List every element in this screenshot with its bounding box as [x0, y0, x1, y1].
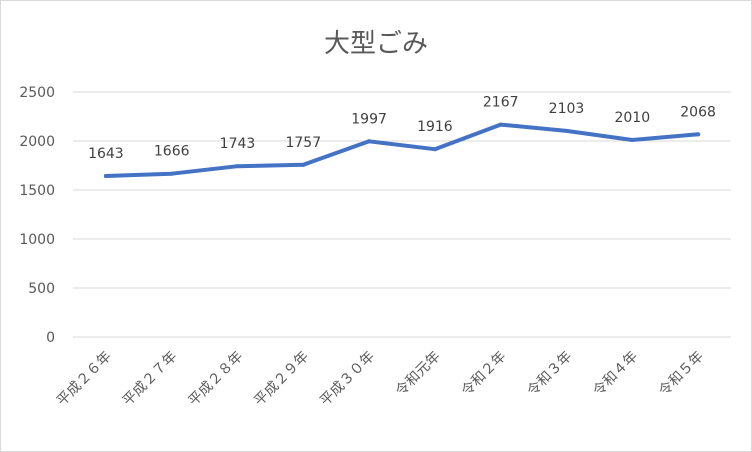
x-tick-label: 令和５年: [656, 349, 707, 400]
data-point: [169, 171, 174, 176]
x-tick-label: 平成２７年: [120, 349, 181, 410]
x-tick-label: 平成２８年: [186, 349, 247, 410]
data-point: [103, 173, 108, 178]
data-label: 2103: [549, 101, 585, 117]
chart-title: 大型ごみ: [323, 29, 428, 59]
data-point: [564, 128, 569, 133]
data-point: [301, 162, 306, 167]
x-tick-label: 令和２年: [459, 349, 510, 400]
data-point: [432, 147, 437, 152]
data-label: 2068: [680, 104, 716, 120]
data-label: 1997: [351, 111, 387, 127]
data-point: [367, 139, 372, 144]
x-tick-label: 平成２９年: [251, 349, 312, 410]
y-tick-label: 0: [46, 330, 55, 346]
data-label: 1666: [154, 144, 190, 160]
y-tick-label: 1000: [19, 232, 55, 248]
series-line: [103, 122, 701, 178]
y-tick-label: 2000: [19, 134, 55, 150]
x-tick-label: 令和４年: [590, 349, 641, 400]
data-label: 1643: [88, 146, 124, 162]
x-tick-label: 平成３０年: [317, 349, 378, 410]
data-label: 1757: [285, 135, 321, 151]
y-tick-label: 500: [28, 281, 55, 297]
y-tick-label: 2500: [19, 85, 55, 101]
data-label: 1916: [417, 119, 453, 135]
data-point: [498, 122, 503, 127]
data-point: [235, 164, 240, 169]
data-point: [630, 138, 635, 143]
x-tick-label: 令和３年: [524, 349, 575, 400]
data-label: 1743: [220, 136, 256, 152]
data-label: 2167: [483, 95, 519, 111]
x-tick-label: 平成２６年: [54, 349, 115, 410]
data-label: 2010: [614, 110, 650, 126]
y-tick-label: 1500: [19, 183, 55, 199]
data-point: [696, 132, 701, 137]
x-tick-label: 令和元年: [393, 349, 444, 400]
